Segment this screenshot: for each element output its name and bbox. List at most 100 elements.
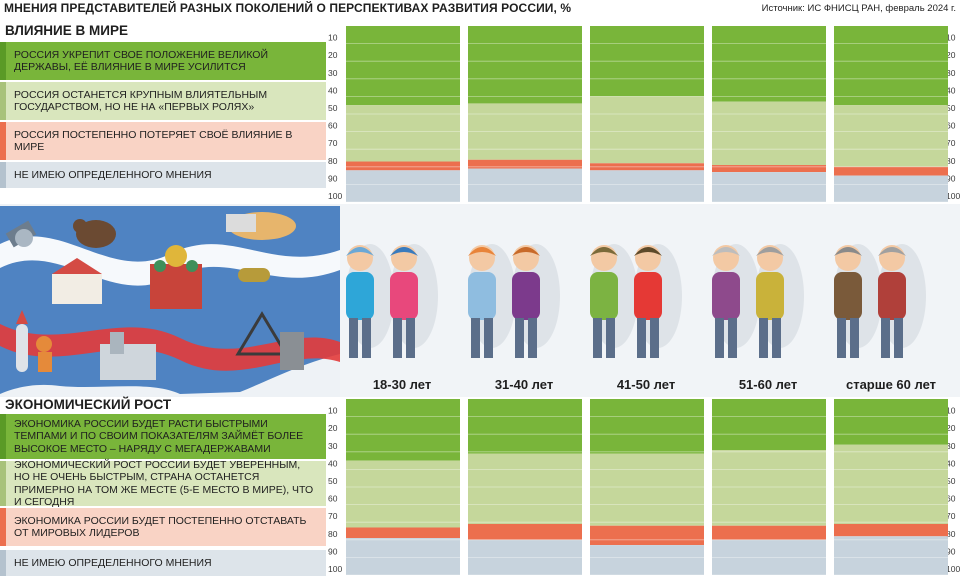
power-plant-icon	[100, 332, 156, 380]
economy-bar-undecided-1	[346, 538, 460, 575]
influence-tick-left-60: 60	[328, 121, 338, 131]
bear-icon	[73, 219, 116, 248]
person-hair-3-2	[634, 247, 662, 256]
economy-bar-moderate-1	[346, 460, 460, 528]
economy-tick-right-20: 20	[946, 423, 956, 433]
influence-bar-strong-1	[346, 26, 460, 106]
people-group-3	[590, 244, 682, 358]
influence-tick-left-50: 50	[328, 103, 338, 113]
economy-bar-strong-3	[590, 399, 704, 454]
legend-economy-strong: ЭКОНОМИКА РОССИИ БУДЕТ РАСТИ БЫСТРЫМИ ТЕ…	[0, 414, 326, 459]
person-leg-right-4-2	[772, 318, 781, 358]
person-body-2-1	[468, 272, 496, 320]
economy-bar-strong-5	[834, 399, 948, 445]
legend-economy-strong-label: ЭКОНОМИКА РОССИИ БУДЕТ РАСТИ БЫСТРЫМИ ТЕ…	[14, 417, 304, 455]
people-group-2	[468, 244, 560, 358]
economy-bar-decline-4	[712, 525, 826, 540]
influence-tick-left-40: 40	[328, 85, 338, 95]
legend-economy-decline: ЭКОНОМИКА РОССИИ БУДЕТ ПОСТЕПЕННО ОТСТАВ…	[0, 508, 326, 546]
influence-tick-left-90: 90	[328, 173, 338, 183]
person-body-3-2	[634, 272, 662, 320]
economy-tick-left-30: 30	[328, 441, 338, 451]
person-leg-left-5-1	[837, 318, 846, 358]
influence-bar-strong-4	[712, 26, 826, 102]
influence-tick-left-100: 100	[328, 191, 342, 201]
influence-tick-right-90: 90	[946, 173, 956, 183]
influence-bar-strong-3	[590, 26, 704, 97]
person-leg-right-1-2	[406, 318, 415, 358]
economy-bar-strong-1	[346, 399, 460, 461]
influence-bar-decline-4	[712, 165, 826, 173]
legend-influence-strong-label: РОССИЯ УКРЕПИТ СВОЕ ПОЛОЖЕНИЕ ВЕЛИКОЙ ДЕ…	[14, 48, 269, 74]
person-body-3-1	[590, 272, 618, 320]
person-leg-left-1-1	[349, 318, 358, 358]
chart-economy: 10 10 20 20 30 30 40 40 50 50 60 60 70 70 80 80 90 90 100 1…	[326, 397, 960, 578]
person-leg-right-2-1	[484, 318, 493, 358]
legend-influence-decline-label: РОССИЯ ПОСТЕПЕННО ПОТЕРЯЕТ СВОЁ ВЛИЯНИЕ …	[14, 128, 293, 154]
person-leg-left-3-2	[637, 318, 646, 358]
economy-bar-moderate-5	[834, 444, 948, 524]
economy-bar-strong-4	[712, 399, 826, 451]
bread-icon	[226, 212, 296, 240]
influence-bar-moderate-2	[468, 103, 582, 160]
source-note: Источник: ИС ФНИСЦ РАН, февраль 2024 г.	[761, 3, 956, 14]
person-leg-right-1-1	[362, 318, 371, 358]
person-hair-4-2	[756, 247, 784, 256]
kremlin-icon	[150, 245, 202, 309]
person-leg-right-3-1	[606, 318, 615, 358]
legend-influence-decline: РОССИЯ ПОСТЕПЕННО ПОТЕРЯЕТ СВОЁ ВЛИЯНИЕ …	[0, 122, 326, 160]
person-body-5-2	[878, 272, 906, 320]
person-body-4-2	[756, 272, 784, 320]
person-leg-right-4-1	[728, 318, 737, 358]
influence-tick-left-20: 20	[328, 50, 338, 60]
person-leg-right-2-2	[528, 318, 537, 358]
economy-tick-left-100: 100	[328, 564, 342, 574]
legend-economy-moderate-label: ЭКОНОМИЧЕСКИЙ РОСТ РОССИИ БУДЕТ УВЕРЕННЫ…	[14, 458, 314, 509]
economy-tick-left-90: 90	[328, 546, 338, 556]
economy-tick-left-80: 80	[328, 529, 338, 539]
influence-tick-right-30: 30	[946, 68, 956, 78]
age-label-1: 18-30 лет	[373, 377, 431, 392]
influence-bar-undecided-5	[834, 175, 948, 202]
legend-economy-moderate: ЭКОНОМИЧЕСКИЙ РОСТ РОССИИ БУДЕТ УВЕРЕННЫ…	[0, 458, 326, 509]
economy-tick-right-50: 50	[946, 476, 956, 486]
influence-bar-strong-5	[834, 26, 948, 106]
economy-tick-right-100: 100	[946, 564, 960, 574]
economy-bar-strong-2	[468, 399, 582, 454]
person-body-2-2	[512, 272, 540, 320]
influence-tick-right-10: 10	[946, 33, 956, 43]
page-title: МНЕНИЯ ПРЕДСТАВИТЕЛЕЙ РАЗНЫХ ПОКОЛЕНИЙ О…	[4, 1, 572, 15]
generations-illustration: 18-30 лет 31-40 лет 41-50 лет 51-60 лет стар…	[340, 204, 960, 397]
economy-tick-right-60: 60	[946, 494, 956, 504]
oil-rig-icon	[235, 311, 304, 370]
economy-bar-decline-2	[468, 523, 582, 540]
person-leg-left-3-1	[593, 318, 602, 358]
economy-tick-right-30: 30	[946, 441, 956, 451]
person-leg-right-5-2	[894, 318, 903, 358]
influence-bar-moderate-3	[590, 96, 704, 164]
influence-bar-moderate-1	[346, 105, 460, 162]
people-group-4	[712, 244, 804, 358]
section-title-influence: ВЛИЯНИЕ В МИРЕ	[5, 23, 128, 38]
legend-economy-decline-label: ЭКОНОМИКА РОССИИ БУДЕТ ПОСТЕПЕННО ОТСТАВ…	[14, 514, 307, 540]
person-hair-4-1	[712, 247, 740, 256]
person-leg-left-2-2	[515, 318, 524, 358]
influence-tick-left-80: 80	[328, 156, 338, 166]
legend-economy-undecided: НЕ ИМЕЮ ОПРЕДЕЛЕННОГО МНЕНИЯ	[0, 550, 326, 576]
legend-influence-moderate: РОССИЯ ОСТАНЕТСЯ КРУПНЫМ ВЛИЯТЕЛЬНЫМ ГОС…	[0, 82, 326, 120]
person-hair-1-1	[346, 247, 374, 256]
person-hair-3-1	[590, 247, 618, 256]
influence-tick-left-30: 30	[328, 68, 338, 78]
influence-bar-undecided-2	[468, 168, 582, 202]
economy-bar-undecided-5	[834, 536, 948, 575]
section-title-economy: ЭКОНОМИЧЕСКИЙ РОСТ	[5, 397, 172, 412]
person-body-4-1	[712, 272, 740, 320]
person-leg-right-5-1	[850, 318, 859, 358]
influence-tick-right-40: 40	[946, 85, 956, 95]
influence-bar-decline-5	[834, 166, 948, 176]
economy-tick-right-40: 40	[946, 458, 956, 468]
economy-tick-left-50: 50	[328, 476, 338, 486]
person-hair-5-2	[878, 247, 906, 256]
economy-bar-decline-3	[590, 525, 704, 546]
legend-influence-moderate-label: РОССИЯ ОСТАНЕТСЯ КРУПНЫМ ВЛИЯТЕЛЬНЫМ ГОС…	[14, 88, 268, 114]
